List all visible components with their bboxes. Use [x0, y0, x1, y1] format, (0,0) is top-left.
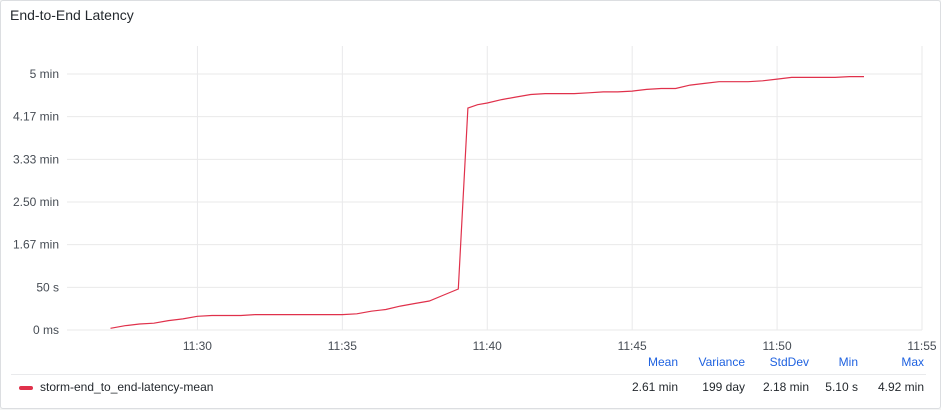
legend-value-variance: 199 day	[689, 380, 745, 394]
x-tick-label: 11:50	[763, 339, 792, 353]
legend-row[interactable]: storm-end_to_end-latency-mean 2.61 min 1…	[11, 374, 926, 399]
y-tick-label: 4.17 min	[13, 110, 59, 124]
y-axis-ticks: 0 ms 50 s 1.67 min 2.50 min 3.33 min 4.17 min…	[13, 67, 59, 337]
y-tick-label: 50 s	[36, 280, 59, 294]
x-tick-label: 11:55	[907, 339, 936, 353]
latency-chart: 0 ms 50 s 1.67 min 2.50 min 3.33 min 4.17 min…	[1, 1, 940, 361]
x-tick-label: 11:40	[473, 339, 502, 353]
chart-grid	[67, 46, 922, 330]
legend-header-mean[interactable]: Mean	[634, 355, 678, 371]
legend-value-max: 4.92 min	[867, 380, 924, 394]
legend-series-name[interactable]: storm-end_to_end-latency-mean	[40, 380, 213, 394]
legend-header-stddev[interactable]: StdDev	[757, 355, 809, 371]
legend-header-max[interactable]: Max	[867, 355, 924, 371]
legend-value-mean: 2.61 min	[624, 380, 678, 394]
x-tick-label: 11:45	[618, 339, 647, 353]
y-tick-label: 1.67 min	[13, 238, 59, 252]
y-tick-label: 3.33 min	[13, 152, 59, 166]
y-tick-label: 2.50 min	[13, 195, 59, 209]
x-tick-label: 11:30	[183, 339, 212, 353]
y-tick-label: 5 min	[30, 67, 59, 81]
legend-color-swatch[interactable]	[19, 386, 33, 390]
y-tick-label: 0 ms	[33, 323, 59, 337]
legend-header-variance[interactable]: Variance	[689, 355, 745, 371]
legend-value-min: 5.10 s	[821, 380, 858, 394]
legend-value-stddev: 2.18 min	[755, 380, 809, 394]
x-axis-ticks: 11:30 11:35 11:40 11:45 11:50 11:55	[183, 339, 937, 353]
x-tick-label: 11:35	[328, 339, 357, 353]
legend-header-min[interactable]: Min	[821, 355, 858, 371]
